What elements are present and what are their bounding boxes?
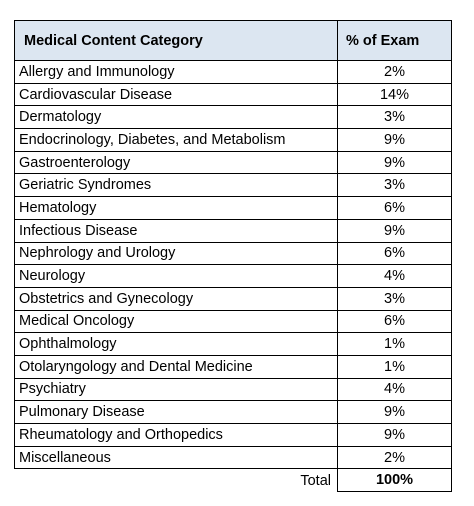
percent-cell: 9% bbox=[337, 400, 452, 424]
category-cell: Infectious Disease bbox=[14, 218, 338, 243]
percent-cell: 14% bbox=[337, 82, 452, 107]
percent-cell: 3% bbox=[337, 286, 452, 311]
category-cell: Ophthalmology bbox=[14, 332, 338, 356]
percent-cell: 1% bbox=[337, 332, 452, 356]
percent-cell: 4% bbox=[337, 264, 452, 288]
percent-cell: 3% bbox=[337, 105, 452, 130]
table-row: Nephrology and Urology 6% bbox=[14, 241, 452, 266]
total-label: Total bbox=[300, 472, 331, 489]
exam-content-table: Medical Content Category % of Exam Aller… bbox=[14, 20, 452, 493]
category-cell: Dermatology bbox=[14, 105, 338, 130]
percent-cell: 9% bbox=[337, 218, 452, 243]
table-row: Medical Oncology 6% bbox=[14, 309, 452, 334]
category-cell: Medical Oncology bbox=[14, 309, 338, 334]
table-header-row: Medical Content Category % of Exam bbox=[14, 20, 452, 61]
category-cell: Endocrinology, Diabetes, and Metabolism bbox=[14, 128, 338, 152]
category-cell: Hematology bbox=[14, 196, 338, 220]
percent-cell: 9% bbox=[337, 423, 452, 447]
table-row: Obstetrics and Gynecology 3% bbox=[14, 286, 452, 311]
percent-cell: 3% bbox=[337, 173, 452, 198]
percent-cell: 6% bbox=[337, 309, 452, 334]
table-row: Miscellaneous 2% bbox=[14, 445, 452, 470]
table-row: Ophthalmology 1% bbox=[14, 332, 452, 356]
category-cell: Nephrology and Urology bbox=[14, 241, 338, 266]
category-cell: Obstetrics and Gynecology bbox=[14, 286, 338, 311]
category-cell: Otolaryngology and Dental Medicine bbox=[14, 354, 338, 379]
category-cell: Pulmonary Disease bbox=[14, 400, 338, 424]
table-row: Otolaryngology and Dental Medicine 1% bbox=[14, 354, 452, 379]
table-row: Dermatology 3% bbox=[14, 105, 452, 130]
table-row: Hematology 6% bbox=[14, 196, 452, 220]
percent-cell: 4% bbox=[337, 377, 452, 402]
category-cell: Miscellaneous bbox=[14, 445, 338, 470]
column-header-category: Medical Content Category bbox=[14, 20, 338, 61]
category-cell: Psychiatry bbox=[14, 377, 338, 402]
table-row: Infectious Disease 9% bbox=[14, 218, 452, 243]
table-row: Neurology 4% bbox=[14, 264, 452, 288]
table-row: Pulmonary Disease 9% bbox=[14, 400, 452, 424]
category-cell: Cardiovascular Disease bbox=[14, 82, 338, 107]
percent-cell: 2% bbox=[337, 60, 452, 84]
table-row: Psychiatry 4% bbox=[14, 377, 452, 402]
table-row: Geriatric Syndromes 3% bbox=[14, 173, 452, 198]
table-row: Gastroenterology 9% bbox=[14, 150, 452, 175]
category-cell: Neurology bbox=[14, 264, 338, 288]
percent-cell: 6% bbox=[337, 241, 452, 266]
table-body: Allergy and Immunology 2% Cardiovascular … bbox=[14, 60, 452, 493]
column-header-percent: % of Exam bbox=[337, 20, 452, 61]
total-row: Total 100% bbox=[15, 468, 452, 493]
category-cell: Rheumatology and Orthopedics bbox=[14, 423, 338, 447]
table-row: Allergy and Immunology 2% bbox=[14, 60, 452, 84]
category-cell: Allergy and Immunology bbox=[14, 60, 338, 84]
percent-cell: 9% bbox=[337, 150, 452, 175]
category-cell: Geriatric Syndromes bbox=[14, 173, 338, 198]
table-row: Cardiovascular Disease 14% bbox=[14, 82, 452, 107]
percent-cell: 6% bbox=[337, 196, 452, 220]
category-cell: Gastroenterology bbox=[14, 150, 338, 175]
percent-cell: 1% bbox=[337, 354, 452, 379]
percent-cell: 2% bbox=[337, 445, 452, 470]
percent-cell: 9% bbox=[337, 128, 452, 152]
table-row: Rheumatology and Orthopedics 9% bbox=[14, 423, 452, 447]
total-value: 100% bbox=[337, 468, 452, 493]
table-row: Endocrinology, Diabetes, and Metabolism 9… bbox=[14, 128, 452, 152]
